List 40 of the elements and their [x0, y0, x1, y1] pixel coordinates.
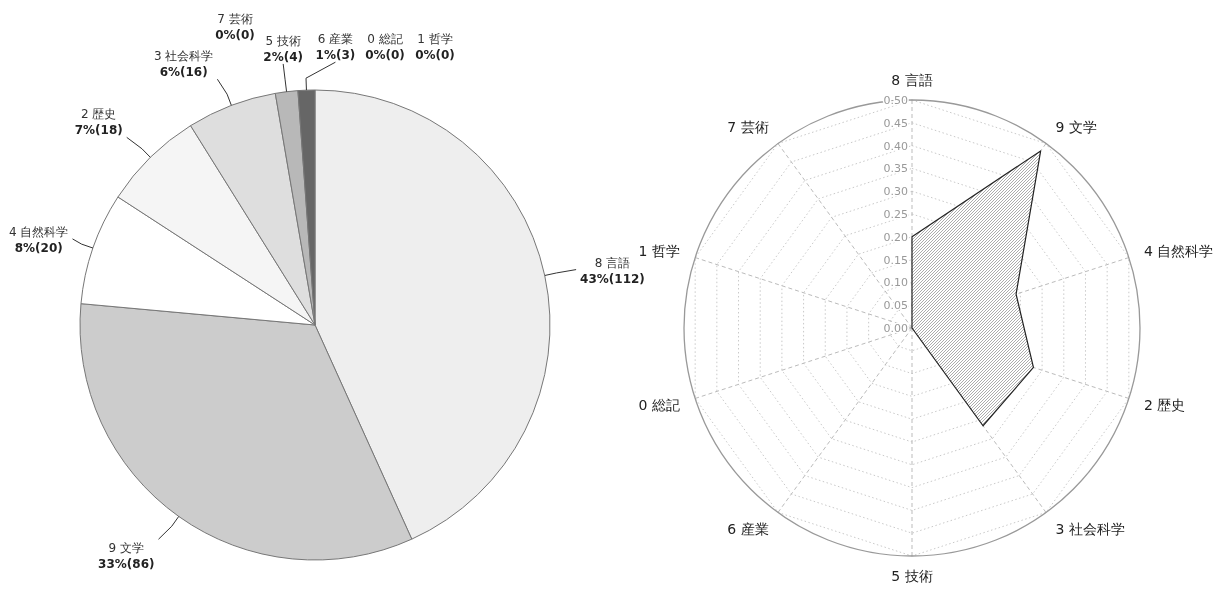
- y-tick-label: 0.35: [883, 162, 908, 176]
- y-tick-label: 0.30: [883, 185, 908, 199]
- spoke-label: 8 言語: [891, 72, 933, 88]
- spoke-label: 4 自然科学: [1144, 243, 1214, 260]
- y-tick-label: 0.10: [883, 276, 908, 290]
- y-tick-label: 0.15: [883, 253, 908, 267]
- spoke-label: 0 総記: [638, 396, 680, 413]
- slice-label: 9 文学: [108, 541, 145, 556]
- text: 0%(0): [415, 48, 455, 62]
- y-tick-label: 0.45: [883, 116, 908, 130]
- slice-label: 8 言語: [594, 255, 631, 270]
- spoke-label: 9 文学: [1055, 119, 1097, 136]
- slice-label: 6 産業: [317, 32, 354, 47]
- spoke-label: 5 技術: [891, 568, 933, 584]
- y-tick-label: 0.05: [883, 299, 908, 313]
- spoke-label: 2 歴史: [1144, 396, 1186, 413]
- spoke-label: 7 芸術: [727, 119, 769, 136]
- slice-label: 5 技術: [265, 33, 301, 48]
- data-label: 43%(112): [580, 271, 645, 286]
- data-label: 6%(16): [159, 65, 208, 80]
- data-label: 33%(86): [98, 557, 155, 572]
- spoke-label: 6 産業: [727, 520, 769, 537]
- y-tick-label: 0.40: [883, 139, 908, 153]
- spoke-label: 1 哲学: [638, 243, 680, 260]
- slice-label: 4 自然科学: [9, 224, 69, 239]
- text: 0%(0): [365, 48, 405, 62]
- category-label: 1 哲学: [417, 32, 453, 46]
- category-label: 0 総記: [367, 32, 403, 46]
- slice-label: 3 社会科学: [153, 49, 214, 64]
- spoke-label: 3 社会科学: [1055, 520, 1125, 537]
- data-label: 8%(20): [14, 240, 63, 255]
- y-tick-label: 0.20: [883, 230, 908, 244]
- category-label: 7 芸術: [217, 12, 253, 26]
- y-tick-label: 0.25: [883, 208, 908, 221]
- data-label: 7%(18): [74, 123, 123, 138]
- text: 0%(0): [215, 28, 255, 42]
- slice-label: 2 歴史: [80, 107, 117, 122]
- y-tick-label: 0.00: [883, 322, 908, 335]
- data-label: 2%(4): [263, 49, 304, 64]
- data-label: 1%(3): [315, 48, 356, 63]
